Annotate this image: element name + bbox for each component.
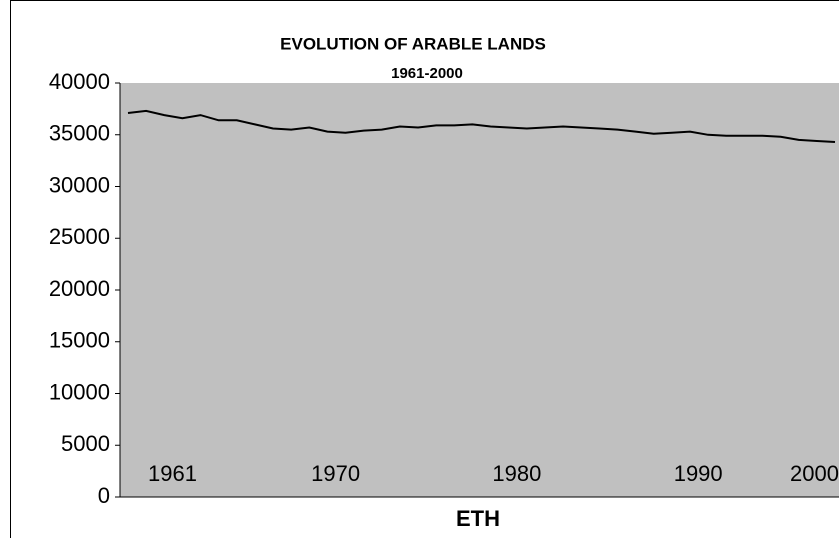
y-tick-label: 30000 <box>49 172 110 197</box>
x-tick-label: 1980 <box>492 461 541 486</box>
y-tick-label: 35000 <box>49 121 110 146</box>
y-tick-label: 20000 <box>49 276 110 301</box>
x-tick-label: 1990 <box>674 461 723 486</box>
x-axis-label: ETH <box>456 506 500 531</box>
x-tick-label: 1961 <box>148 461 197 486</box>
x-tick-label: 1970 <box>311 461 360 486</box>
y-tick-label: 10000 <box>49 379 110 404</box>
plot-area <box>120 83 839 497</box>
x-tick-label: 2000 <box>790 461 839 486</box>
chart-subtitle: 1961-2000 <box>391 65 463 82</box>
data-line <box>127 109 836 143</box>
y-tick-label: 40000 <box>49 69 110 94</box>
chart-title: EVOLUTION OF ARABLE LANDS <box>280 34 546 53</box>
y-tick-label: 0 <box>98 483 110 508</box>
y-tick-label: 5000 <box>61 431 110 456</box>
y-tick-label: 15000 <box>49 328 110 353</box>
y-tick-label: 25000 <box>49 224 110 249</box>
